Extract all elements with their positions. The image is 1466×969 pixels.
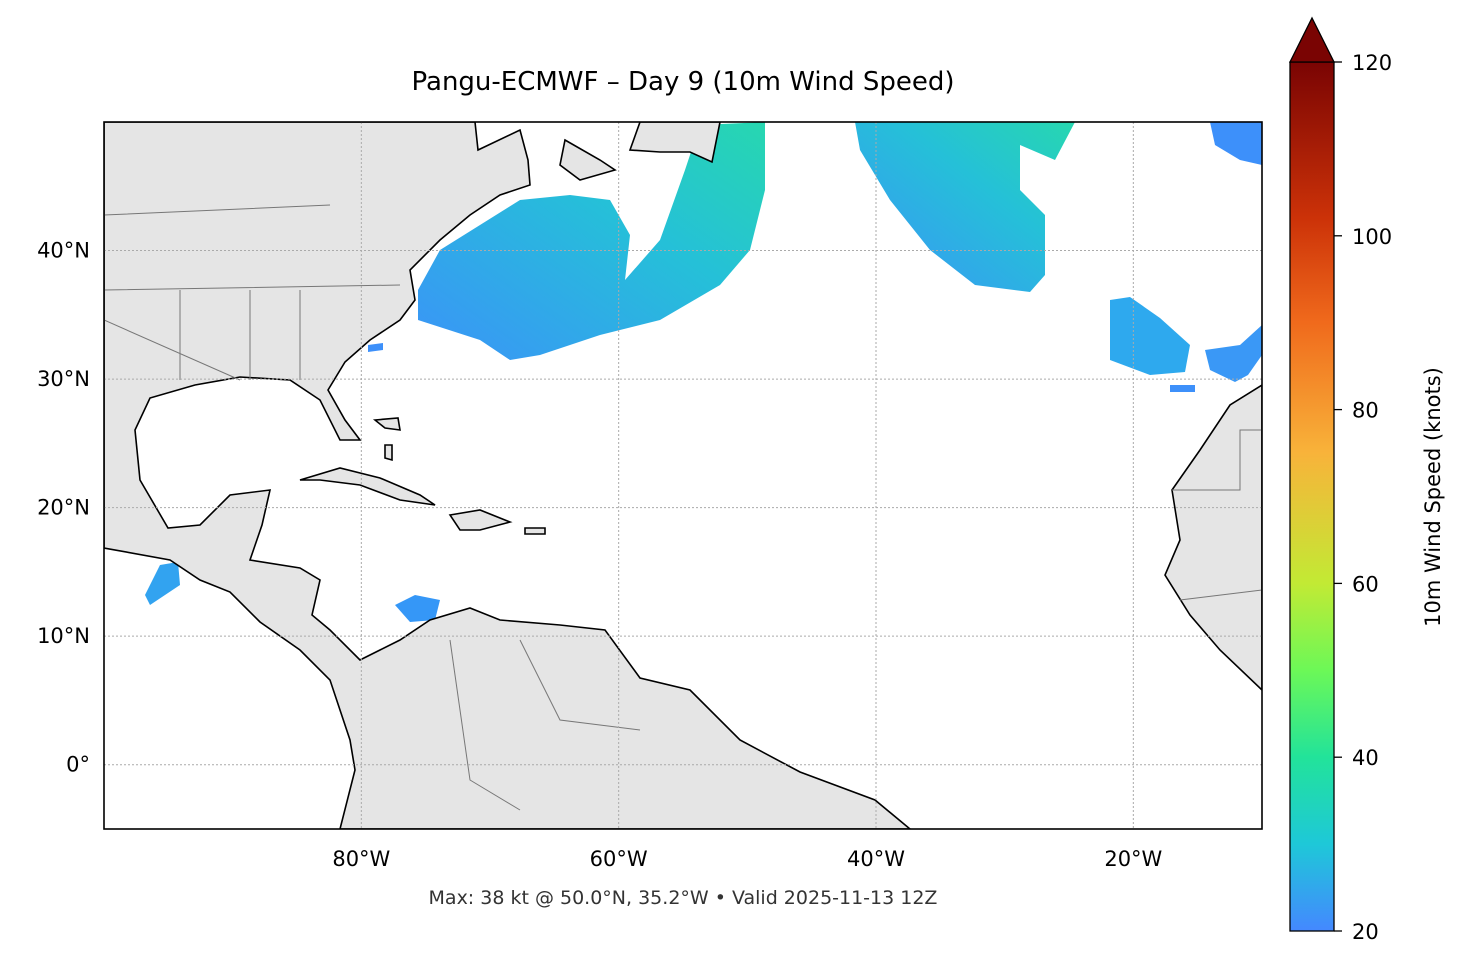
wind-blob bbox=[1210, 122, 1262, 165]
land bbox=[104, 122, 1262, 829]
lat-label: 40°N bbox=[37, 239, 90, 263]
lat-label: 0° bbox=[66, 753, 90, 777]
puerto-rico bbox=[524, 527, 546, 535]
lon-label: 40°W bbox=[847, 847, 905, 871]
colorbar-tick-label: 20 bbox=[1352, 920, 1379, 944]
lon-label: 80°W bbox=[332, 847, 390, 871]
bahamas bbox=[372, 417, 401, 462]
map-frame bbox=[103, 121, 1263, 830]
footer-note: Max: 38 kt @ 50.0°N, 35.2°W • Valid 2025… bbox=[429, 887, 938, 909]
colorbar-gradient bbox=[1289, 61, 1335, 932]
americas bbox=[104, 122, 912, 829]
wind-blob bbox=[395, 595, 440, 622]
wind-blob bbox=[1110, 297, 1190, 375]
colorbar-extend bbox=[1288, 16, 1336, 63]
colorbar-tick-label: 100 bbox=[1352, 225, 1392, 249]
lon-label: 20°W bbox=[1104, 847, 1162, 871]
lat-label: 20°N bbox=[37, 496, 90, 520]
chart-title: Pangu-ECMWF – Day 9 (10m Wind Speed) bbox=[412, 67, 955, 97]
borders bbox=[104, 204, 1262, 811]
colorbar: 10m Wind Speed (knots) 20 40 60 80 100 120 bbox=[1288, 16, 1445, 944]
wind-blob bbox=[418, 122, 765, 360]
map-area bbox=[104, 122, 1262, 829]
lat-label: 10°N bbox=[37, 624, 90, 648]
wind-field bbox=[145, 122, 1262, 622]
cuba bbox=[299, 467, 436, 506]
colorbar-tick-label: 80 bbox=[1352, 399, 1379, 423]
colorbar-tick-label: 60 bbox=[1352, 572, 1379, 596]
colorbar-tick-label: 40 bbox=[1352, 746, 1379, 770]
lon-label: 60°W bbox=[590, 847, 648, 871]
wind-blob bbox=[855, 122, 1075, 292]
wind-blob bbox=[145, 562, 180, 605]
wind-blob bbox=[1205, 325, 1262, 382]
colorbar-tick-label: 120 bbox=[1352, 51, 1392, 75]
colorbar-label: 10m Wind Speed (knots) bbox=[1421, 367, 1445, 627]
lat-label: 30°N bbox=[37, 367, 90, 391]
graticule bbox=[104, 122, 1262, 829]
hispaniola bbox=[448, 509, 513, 531]
nova-scotia bbox=[559, 138, 617, 181]
africa bbox=[1164, 384, 1262, 692]
newfoundland bbox=[628, 122, 721, 164]
